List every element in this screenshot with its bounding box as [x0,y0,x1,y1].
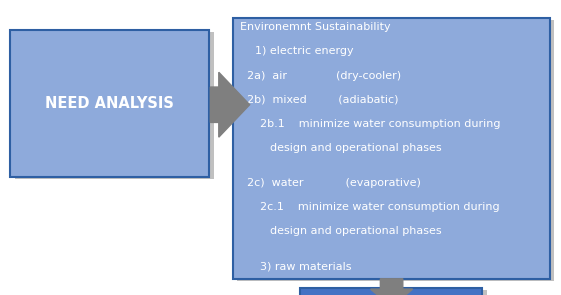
Polygon shape [370,279,412,295]
Text: 3) raw materials: 3) raw materials [260,261,352,271]
Text: design and operational phases: design and operational phases [270,226,442,236]
Text: Environemnt Sustainability: Environemnt Sustainability [240,22,390,32]
Polygon shape [210,72,250,137]
Text: 2b)  mixed         (adiabatic): 2b) mixed (adiabatic) [247,95,399,105]
FancyBboxPatch shape [237,20,554,281]
FancyBboxPatch shape [15,32,214,179]
Text: 2c.1    minimize water consumption during: 2c.1 minimize water consumption during [260,202,500,212]
FancyBboxPatch shape [305,290,487,295]
Text: 2b.1    minimize water consumption during: 2b.1 minimize water consumption during [260,119,500,129]
Text: 2a)  air              (dry-cooler): 2a) air (dry-cooler) [247,71,402,81]
FancyBboxPatch shape [233,18,550,279]
FancyBboxPatch shape [300,288,482,295]
FancyBboxPatch shape [10,30,209,177]
Text: 2c)  water            (evaporative): 2c) water (evaporative) [247,178,421,188]
Text: NEED ANALYSIS: NEED ANALYSIS [45,96,174,111]
Text: design and operational phases: design and operational phases [270,143,442,153]
Text: 1) electric energy: 1) electric energy [255,46,354,56]
